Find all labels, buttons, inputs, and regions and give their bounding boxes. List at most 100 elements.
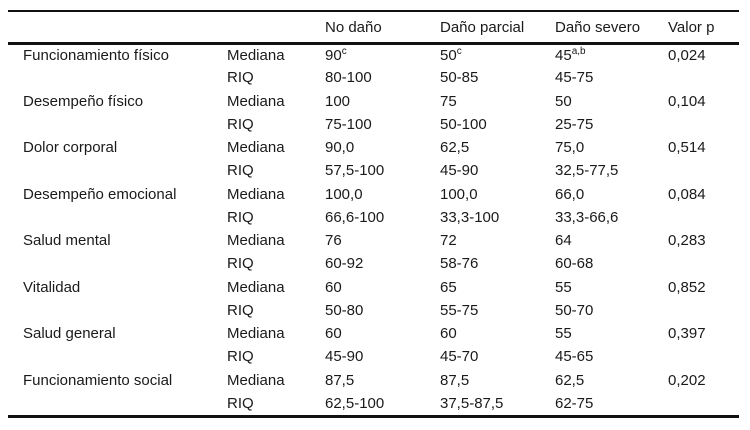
cell-dano-severo: 33,3-66,6 — [555, 208, 619, 226]
cell-no-dano: 62,5-100 — [325, 394, 385, 412]
row-stat: Mediana — [227, 185, 285, 203]
table-row: RIQ 57,5-100 45-90 32,5-77,5 — [8, 159, 739, 182]
cell-dano-parcial: 33,3-100 — [440, 208, 500, 226]
cell-dano-parcial: 37,5-87,5 — [440, 394, 504, 412]
row-domain: Desempeño emocional — [23, 185, 177, 203]
cell-valor-p: 0,202 — [668, 371, 706, 389]
table-row: Desempeño físico Mediana 100 75 50 0,104 — [8, 90, 739, 113]
cell-dano-parcial: 62,5 — [440, 139, 470, 157]
cell-dano-parcial: 50-85 — [440, 69, 479, 87]
table-row: RIQ 66,6-100 33,3-100 33,3-66,6 — [8, 206, 739, 229]
table-row: Desempeño emocional Mediana 100,0 100,0 … — [8, 183, 739, 206]
row-stat: Mediana — [227, 278, 285, 296]
cell-valor-p — [668, 66, 739, 89]
row-stat: RIQ — [227, 394, 254, 412]
table-row: Vitalidad Mediana 60 65 55 0,852 — [8, 276, 739, 299]
row-domain: Funcionamiento social — [23, 371, 173, 389]
cell-no-dano: 100 — [325, 92, 351, 110]
cell-dano-severo: 62,5 — [555, 371, 585, 389]
table-row: RIQ 75-100 50-100 25-75 — [8, 113, 739, 136]
footnote-marker: c — [456, 45, 462, 57]
cell-valor-p — [668, 252, 739, 275]
header-domain — [8, 12, 227, 45]
cell-dano-severo: 55 — [555, 278, 572, 296]
cell-dano-severo: 50 — [555, 92, 572, 110]
row-stat: RIQ — [227, 208, 254, 226]
cell-valor-p: 0,024 — [668, 46, 706, 64]
row-stat: Mediana — [227, 371, 285, 389]
footnote-marker: a,b — [571, 45, 586, 57]
cell-valor-p: 0,852 — [668, 278, 706, 296]
table-row: Salud mental Mediana 76 72 64 0,283 — [8, 229, 739, 252]
cell-dano-parcial: 75 — [440, 92, 457, 110]
cell-valor-p: 0,104 — [668, 92, 706, 110]
cell-valor-p: 0,514 — [668, 139, 706, 157]
cell-dano-severo: 45-75 — [555, 69, 594, 87]
table-row: Dolor corporal Mediana 90,0 62,5 75,0 0,… — [8, 136, 739, 159]
table-row: RIQ 60-92 58-76 60-68 — [8, 252, 739, 275]
cell-no-dano: 60 — [325, 325, 342, 343]
row-stat: RIQ — [227, 115, 254, 133]
table-row: Funcionamiento físico Mediana 90c 50c 45… — [8, 43, 739, 66]
row-domain: Vitalidad — [23, 278, 81, 296]
row-domain: Salud mental — [23, 232, 111, 250]
cell-value: 45 — [555, 46, 572, 64]
cell-no-dano: 90c — [325, 43, 440, 66]
row-stat: Mediana — [227, 232, 285, 250]
footnote-marker: c — [341, 45, 347, 57]
cell-valor-p: 0,084 — [668, 185, 706, 203]
row-stat: Mediana — [227, 46, 285, 64]
cell-dano-severo: 75,0 — [555, 139, 585, 157]
cell-no-dano: 76 — [325, 232, 342, 250]
cell-no-dano: 60-92 — [325, 255, 364, 273]
cell-dano-parcial: 50c — [440, 43, 555, 66]
row-domain: Funcionamiento físico — [23, 46, 169, 64]
cell-value: 90 — [325, 46, 342, 64]
table-row: RIQ 50-80 55-75 50-70 — [8, 299, 739, 322]
cell-dano-parcial: 58-76 — [440, 255, 479, 273]
row-domain — [8, 345, 227, 368]
cell-dano-severo: 45a,b — [555, 43, 668, 66]
table-row: RIQ 45-90 45-70 45-65 — [8, 345, 739, 368]
table-row: Funcionamiento social Mediana 87,5 87,5 … — [8, 369, 739, 392]
cell-no-dano: 75-100 — [325, 115, 372, 133]
cell-valor-p — [668, 345, 739, 368]
cell-valor-p — [668, 299, 739, 322]
cell-dano-severo: 64 — [555, 232, 572, 250]
header-no-dano: No daño — [325, 12, 440, 45]
cell-dano-parcial: 72 — [440, 232, 457, 250]
cell-valor-p — [668, 113, 739, 136]
cell-dano-parcial: 87,5 — [440, 371, 470, 389]
header-valor-p: Valor p — [668, 12, 739, 45]
cell-dano-severo: 45-65 — [555, 348, 594, 366]
cell-no-dano: 66,6-100 — [325, 208, 385, 226]
cell-no-dano: 100,0 — [325, 185, 363, 203]
header-stat — [227, 12, 325, 45]
cell-no-dano: 87,5 — [325, 371, 355, 389]
row-domain — [8, 159, 227, 182]
cell-dano-parcial: 100,0 — [440, 185, 478, 203]
results-table: No daño Daño parcial Daño severo Valor p… — [8, 10, 739, 418]
row-stat: RIQ — [227, 69, 254, 87]
row-stat: RIQ — [227, 301, 254, 319]
row-stat: Mediana — [227, 139, 285, 157]
row-domain: Salud general — [23, 325, 116, 343]
header-dano-severo: Daño severo — [555, 12, 668, 45]
table-row: RIQ 62,5-100 37,5-87,5 62-75 — [8, 392, 739, 415]
cell-dano-severo: 60-68 — [555, 255, 594, 273]
cell-dano-severo: 32,5-77,5 — [555, 162, 619, 180]
cell-no-dano: 57,5-100 — [325, 162, 385, 180]
table-row: Salud general Mediana 60 60 55 0,397 — [8, 322, 739, 345]
row-domain: Dolor corporal — [23, 139, 118, 157]
cell-value: 50 — [440, 46, 457, 64]
cell-valor-p: 0,283 — [668, 232, 706, 250]
cell-dano-severo: 25-75 — [555, 115, 594, 133]
cell-valor-p: 0,397 — [668, 325, 706, 343]
row-stat: RIQ — [227, 255, 254, 273]
row-domain — [8, 299, 227, 322]
header-row: No daño Daño parcial Daño severo Valor p — [8, 12, 739, 45]
row-stat: Mediana — [227, 325, 285, 343]
row-domain — [8, 252, 227, 275]
row-domain: Desempeño físico — [23, 92, 144, 110]
cell-valor-p — [668, 206, 739, 229]
